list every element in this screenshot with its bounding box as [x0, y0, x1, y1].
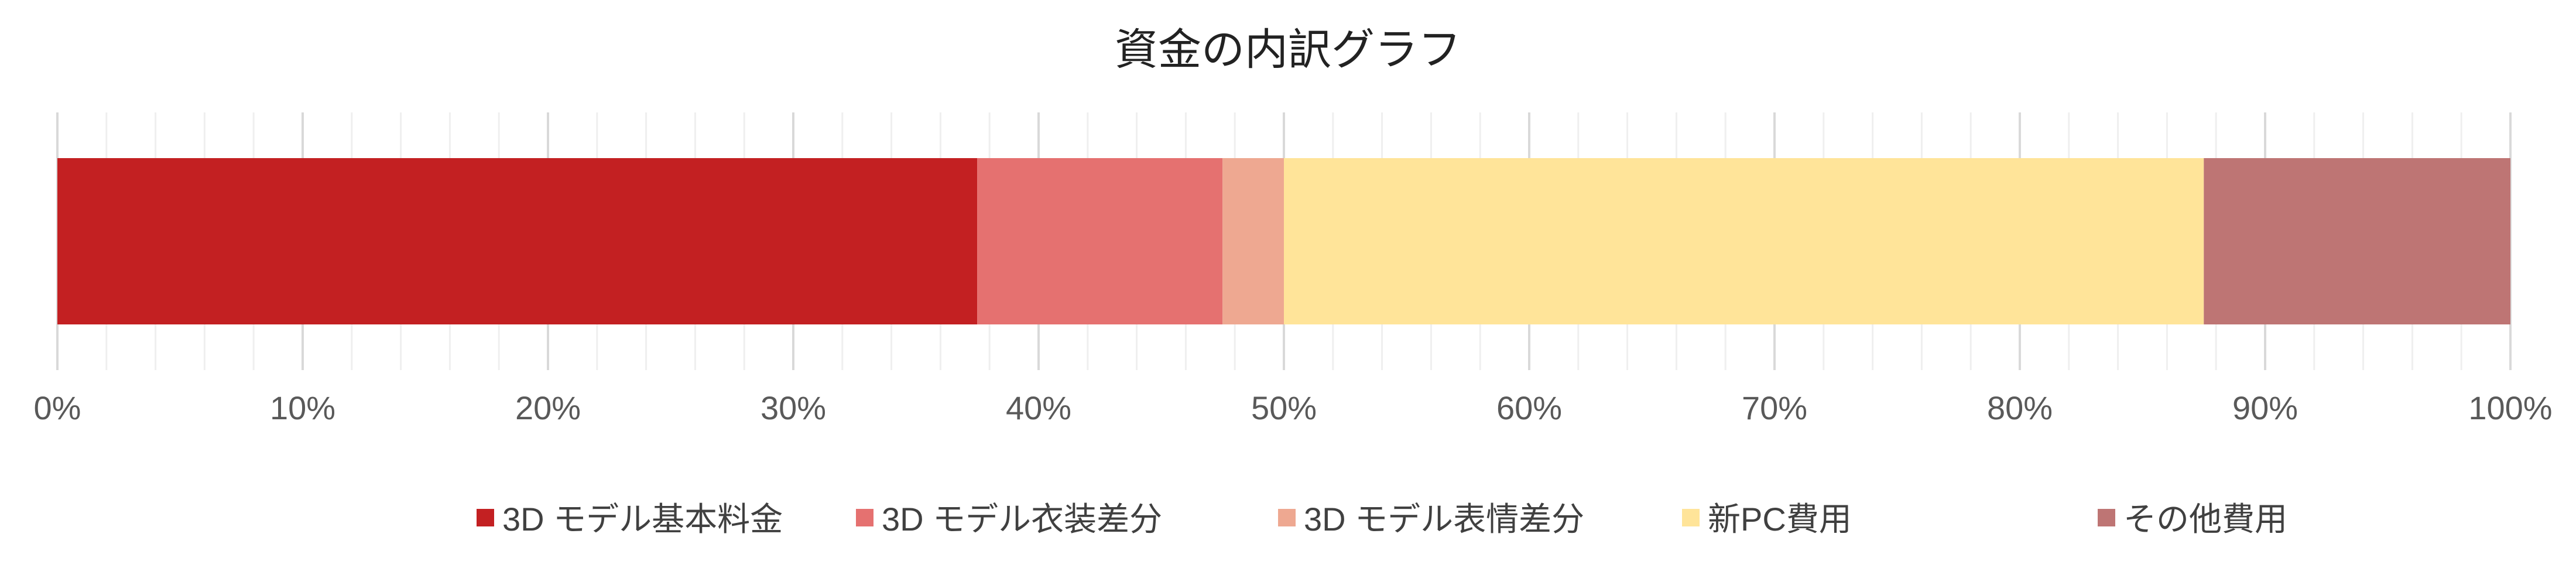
- tick-label: 20%: [515, 389, 581, 426]
- x-axis-tick-labels: 0% 10% 20% 30% 40% 50% 60% 70% 80% 90% 100%: [34, 389, 2553, 426]
- tick-label: 0%: [34, 389, 81, 426]
- tick-label: 70%: [1742, 389, 1807, 426]
- tick-label: 10%: [270, 389, 335, 426]
- legend-item: その他費用: [2098, 501, 2287, 538]
- bar-segment-4: [2204, 158, 2510, 324]
- legend-item: 3D モデル衣装差分: [856, 501, 1162, 538]
- chart-title: 資金の内訳グラフ: [1115, 25, 1461, 74]
- legend-label: その他費用: [2123, 501, 2287, 538]
- tick-label: 100%: [2468, 389, 2552, 426]
- legend-label: 3D モデル基本料金: [502, 501, 783, 538]
- tick-label: 30%: [761, 389, 826, 426]
- legend-item: 3D モデル表情差分: [1278, 501, 1584, 538]
- legend-label: 3D モデル表情差分: [1304, 501, 1584, 538]
- bar-segment-3: [1284, 158, 2204, 324]
- legend-item: 3D モデル基本料金: [477, 501, 783, 538]
- legend-swatch: [856, 509, 873, 526]
- legend-swatch: [1278, 509, 1296, 526]
- bar-segment-2: [1222, 158, 1284, 324]
- legend-swatch: [1682, 509, 1700, 526]
- bar-segment-1: [977, 158, 1223, 324]
- legend-swatch: [2098, 509, 2115, 526]
- legend: 3D モデル基本料金 3D モデル衣装差分 3D モデル表情差分 新PC費用 その他費用: [477, 501, 2287, 538]
- tick-label: 50%: [1251, 389, 1317, 426]
- tick-label: 40%: [1006, 389, 1071, 426]
- bar-segment-0: [57, 158, 978, 324]
- tick-label: 90%: [2232, 389, 2298, 426]
- tick-label: 60%: [1496, 389, 1562, 426]
- bar-segments: [57, 158, 2510, 324]
- legend-label: 新PC費用: [1708, 501, 1852, 538]
- legend-item: 新PC費用: [1682, 501, 1852, 538]
- legend-label: 3D モデル衣装差分: [882, 501, 1162, 538]
- legend-swatch: [477, 509, 494, 526]
- tick-label: 80%: [1987, 389, 2053, 426]
